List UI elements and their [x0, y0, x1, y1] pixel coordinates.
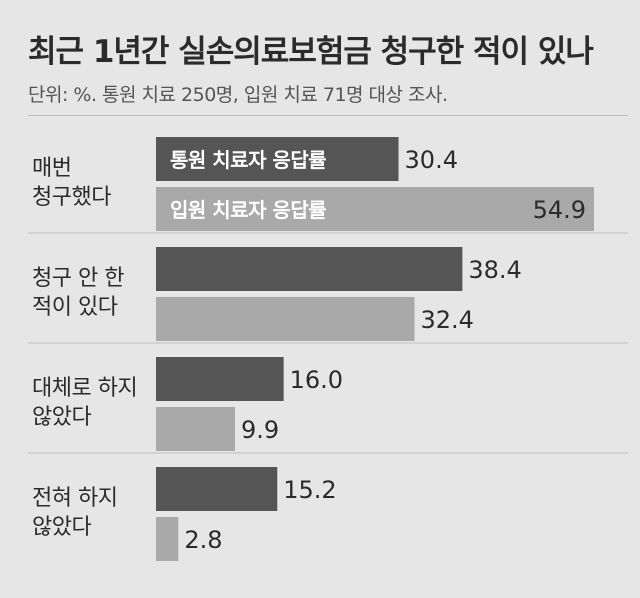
chart-title: 최근 1년간 실손의료보험금 청구한 적이 있나: [28, 34, 594, 70]
data-label: 30.4: [405, 146, 458, 174]
data-label: 9.9: [241, 416, 279, 444]
bar: [156, 467, 278, 511]
category-label-line: 적이 있다: [32, 295, 118, 320]
category-label-line: 매번: [32, 156, 71, 181]
bar: [156, 357, 284, 401]
category-label-line: 않았다: [32, 405, 91, 430]
data-label: 15.2: [283, 476, 336, 504]
data-label: 16.0: [290, 366, 343, 394]
bar: [156, 137, 399, 181]
header-divider: [28, 115, 628, 116]
category-label-line: 않았다: [32, 515, 91, 540]
bar: [156, 247, 463, 291]
category-label-line: 청구했다: [32, 185, 111, 210]
bar: [156, 517, 179, 561]
legend-entry: 통원 치료자 응답률: [170, 148, 326, 172]
data-label: 2.8: [184, 526, 222, 554]
category-label-line: 전혀 하지: [32, 486, 117, 511]
category-label-line: 청구 안 한: [32, 266, 124, 291]
bar: [156, 407, 235, 451]
legend-entry: 입원 치료자 응답률: [170, 198, 326, 222]
data-label: 38.4: [468, 256, 521, 284]
bar: [156, 297, 415, 341]
chart-subtitle: 단위: %. 통원 치료 250명, 입원 치료 71명 대상 조사.: [28, 84, 448, 106]
category-label-line: 대체로 하지: [32, 376, 137, 401]
data-label: 54.9: [533, 196, 586, 224]
bar: [156, 187, 594, 231]
data-label: 32.4: [420, 306, 473, 334]
